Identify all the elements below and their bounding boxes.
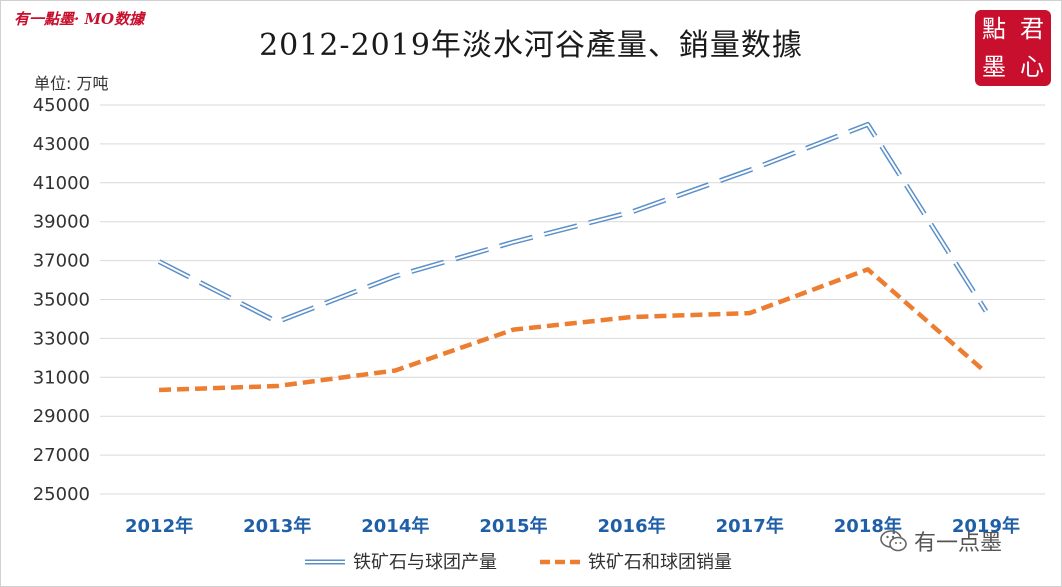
x-tick-label: 2016年	[598, 515, 666, 537]
seal-char: 君	[1020, 15, 1044, 43]
watermark-text: 有一点墨	[914, 531, 1003, 556]
y-tick-label: 45000	[33, 95, 90, 116]
y-tick-label: 27000	[33, 445, 90, 466]
x-tick-label: 2014年	[361, 515, 429, 537]
seal-logo: 點 君 墨 心	[975, 10, 1051, 86]
legend-label: 铁矿石与球团产量	[353, 552, 497, 573]
x-tick-label: 2017年	[716, 515, 784, 537]
series-line-sales	[158, 267, 988, 393]
x-tick-label: 2012年	[125, 515, 193, 537]
seal-char: 墨	[982, 53, 1006, 81]
y-tick-label: 37000	[33, 251, 90, 272]
legend-label: 铁矿石和球团销量	[588, 552, 732, 573]
y-tick-label: 39000	[33, 212, 90, 233]
seal-char: 心	[1020, 53, 1044, 81]
series-line-production-inner	[158, 123, 987, 323]
x-tick-label: 2019年	[952, 515, 1020, 537]
x-tick-label: 2015年	[479, 515, 547, 537]
brand-label: 有一點墨· MO数據	[14, 10, 145, 28]
y-tick-label: 41000	[33, 173, 90, 194]
y-tick-label: 35000	[33, 290, 90, 311]
x-tick-label: 2013年	[243, 515, 311, 537]
wechat-watermark: 有一点墨	[880, 525, 1002, 557]
seal-char: 點	[982, 15, 1006, 43]
chart-title: 2012-2019年淡水河谷產量、銷量数據	[259, 28, 803, 63]
series-line-production	[157, 121, 989, 325]
y-tick-label: 33000	[33, 328, 90, 349]
y-tick-label: 31000	[33, 367, 90, 388]
y-tick-label: 29000	[33, 406, 90, 427]
y-tick-label: 25000	[33, 484, 90, 505]
y-tick-label: 43000	[33, 134, 90, 155]
unit-label: 单位: 万吨	[34, 74, 109, 93]
wechat-icon	[880, 530, 907, 552]
x-tick-label: 2018年	[834, 515, 902, 537]
